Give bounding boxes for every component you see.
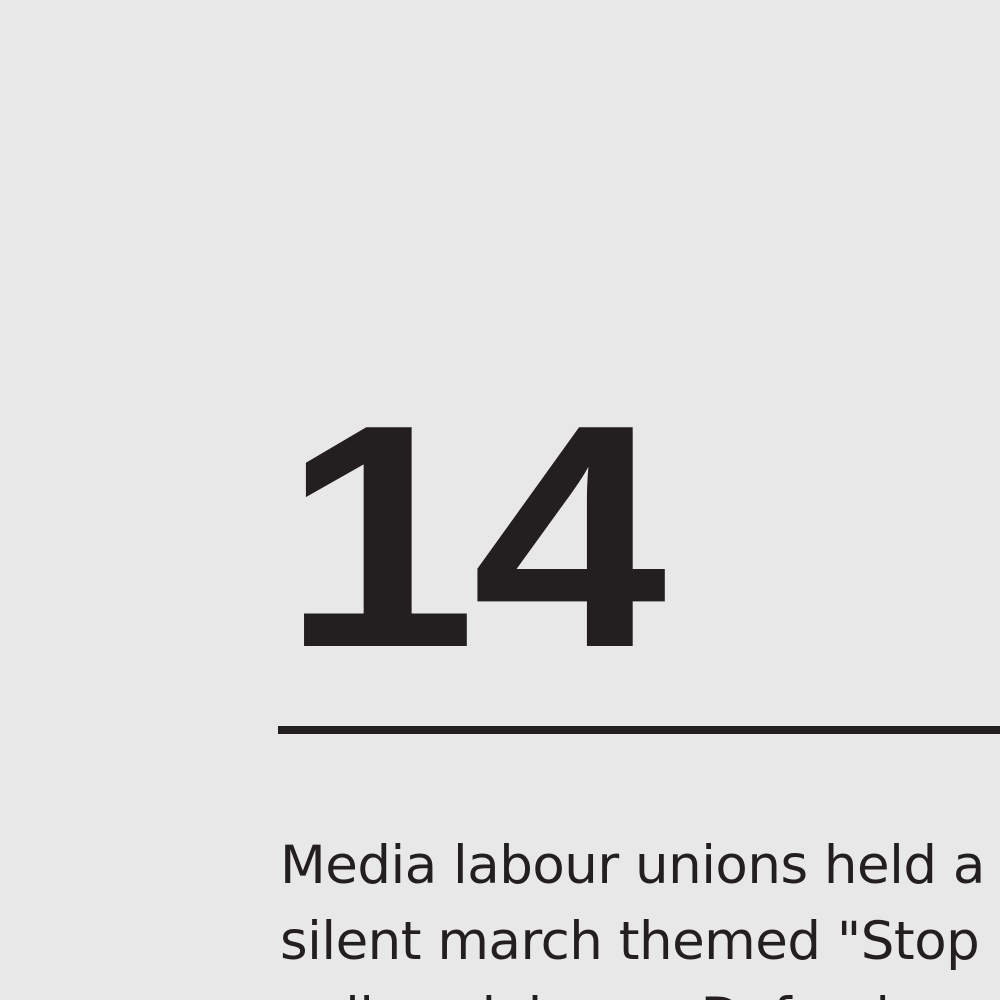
slide-number: 14 [282,359,667,714]
divider-rule [278,726,1000,734]
slide-body-text: Media labour unions held a silent march … [280,835,992,1000]
